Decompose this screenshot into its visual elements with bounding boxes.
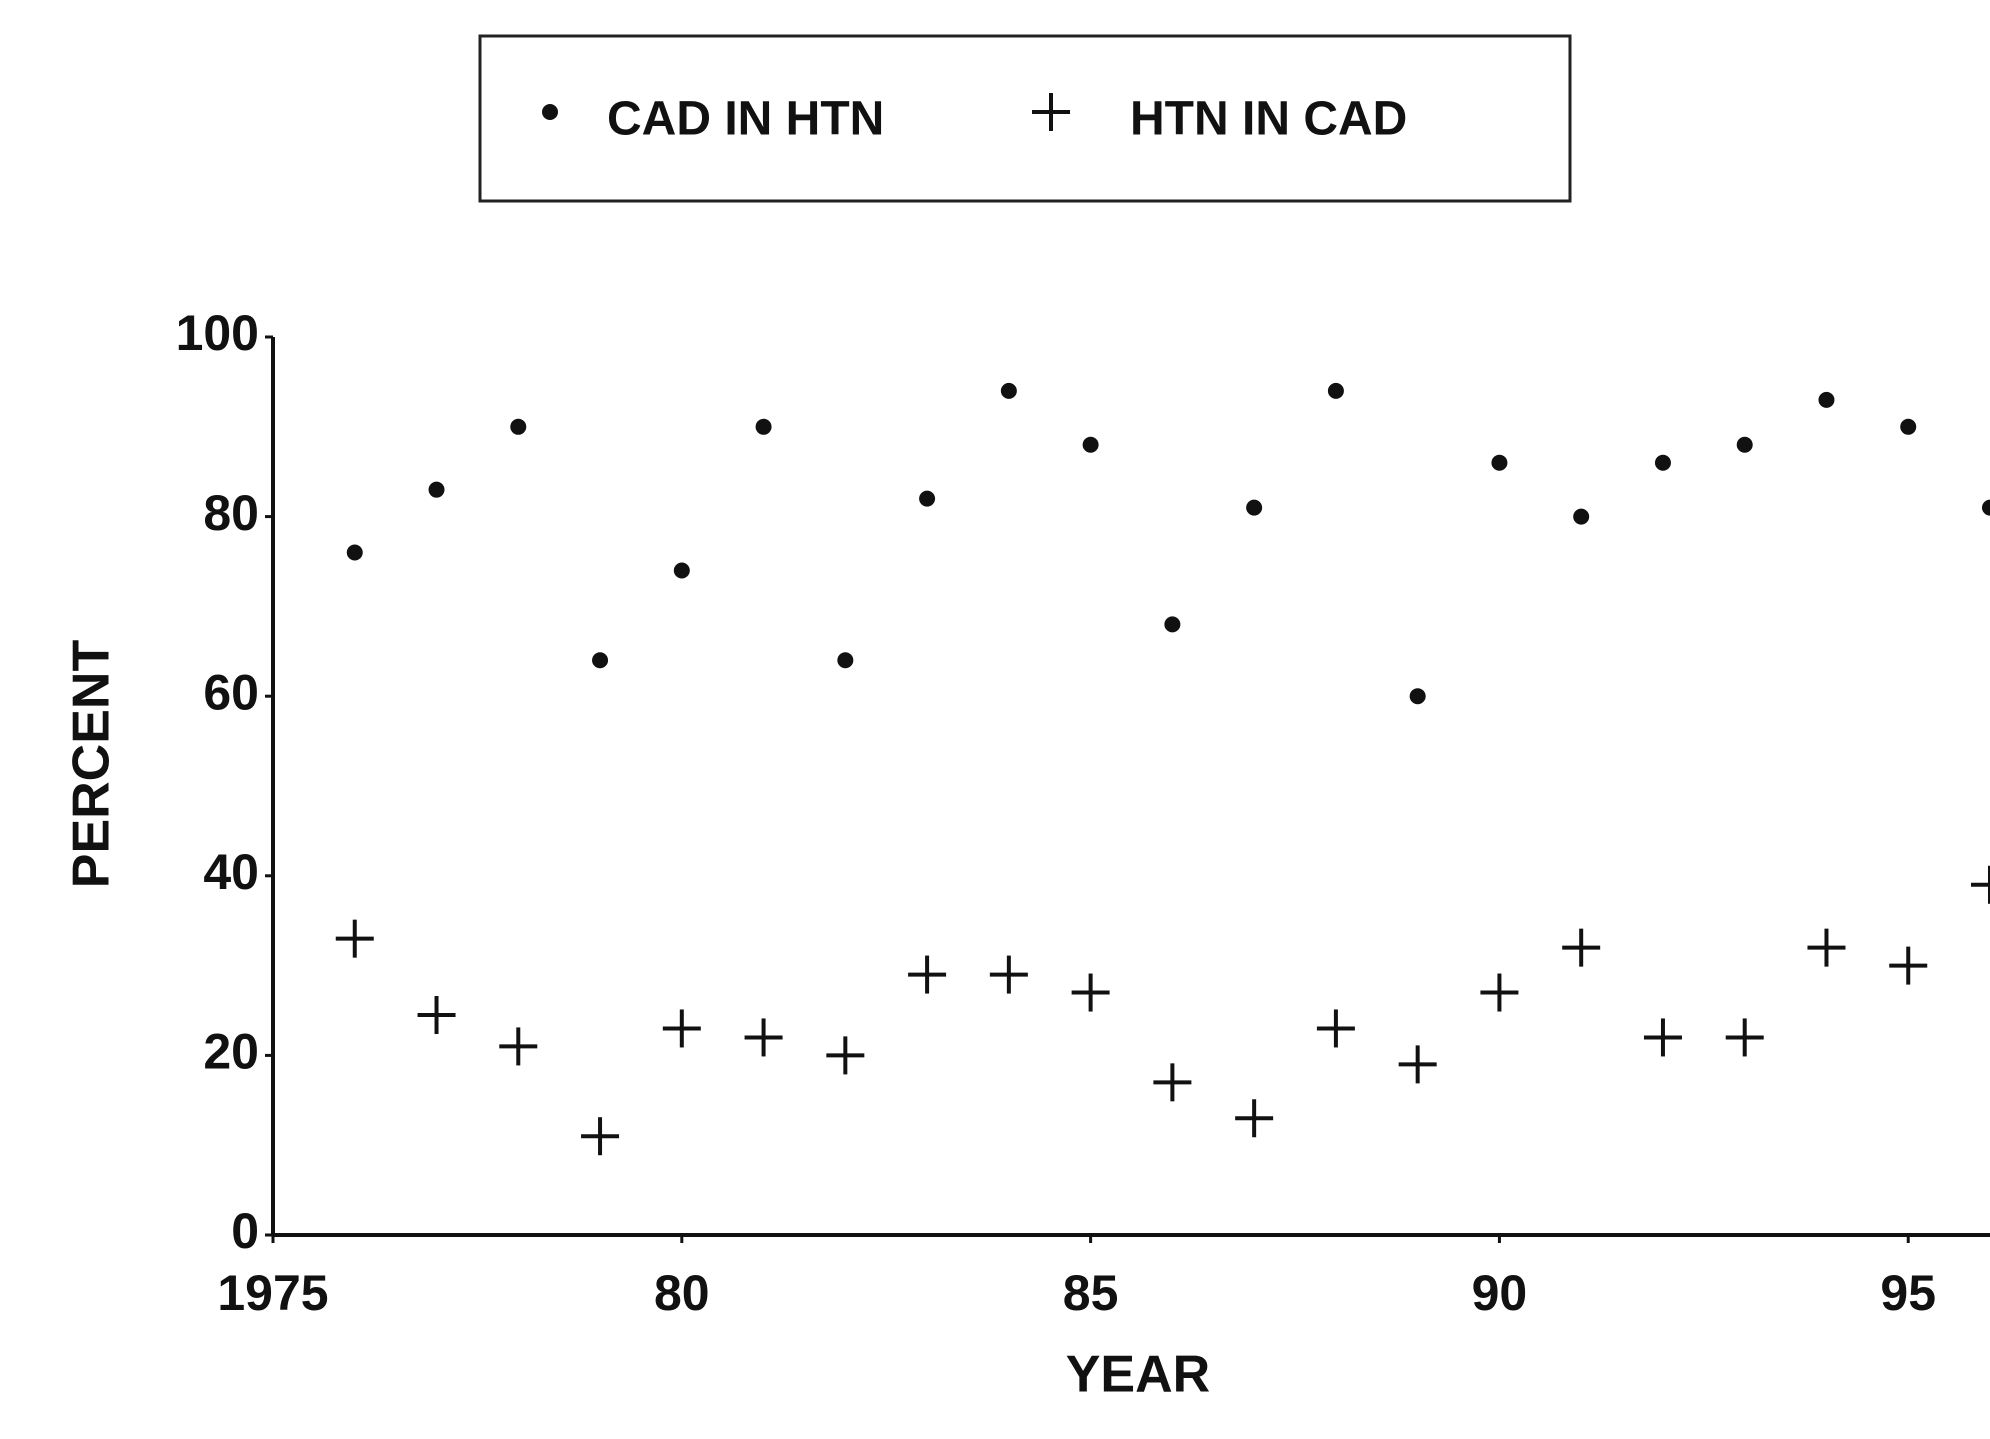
point xyxy=(1398,1045,1437,1084)
point xyxy=(673,562,690,579)
point xyxy=(1807,928,1846,967)
point xyxy=(499,1027,538,1066)
x-tick-label: 85 xyxy=(1063,1265,1119,1321)
point xyxy=(1327,382,1344,399)
point xyxy=(1153,1063,1192,1102)
point xyxy=(837,652,854,669)
point xyxy=(1246,499,1263,516)
point xyxy=(826,1036,865,1075)
point xyxy=(1164,616,1181,633)
point xyxy=(346,544,363,561)
y-tick-label: 60 xyxy=(203,664,259,720)
x-tick-label: 95 xyxy=(1880,1265,1936,1321)
point xyxy=(1071,973,1110,1012)
y-tick-label: 80 xyxy=(203,485,259,541)
point xyxy=(417,995,456,1034)
y-tick-label: 40 xyxy=(203,844,259,900)
point xyxy=(1480,973,1519,1012)
x-tick-label: 80 xyxy=(654,1265,710,1321)
point xyxy=(908,955,947,994)
point xyxy=(1971,865,1990,904)
point xyxy=(1982,499,1990,516)
x-axis-title: YEAR xyxy=(1066,1346,1210,1404)
point xyxy=(1889,946,1928,985)
x-tick-label: 90 xyxy=(1472,1265,1528,1321)
point xyxy=(592,652,609,669)
x-tick-label: 1975 xyxy=(217,1265,328,1321)
point xyxy=(1818,391,1835,408)
point xyxy=(1562,928,1601,967)
point xyxy=(1654,454,1671,471)
point xyxy=(1725,1018,1764,1057)
point xyxy=(919,490,936,507)
point xyxy=(1409,688,1426,705)
legend-marker xyxy=(542,104,558,120)
point xyxy=(1316,1009,1355,1048)
y-axis-title: PERCENT xyxy=(63,640,121,889)
point xyxy=(581,1117,620,1156)
legend-marker xyxy=(1032,93,1070,131)
point xyxy=(662,1009,701,1048)
legend-label: HTN IN CAD xyxy=(1130,93,1407,146)
point xyxy=(744,1018,783,1057)
point xyxy=(428,481,445,498)
point xyxy=(1000,382,1017,399)
point xyxy=(1491,454,1508,471)
point xyxy=(1736,436,1753,453)
point xyxy=(1643,1018,1682,1057)
point xyxy=(335,919,374,958)
legend-box xyxy=(478,34,1572,203)
legend-label: CAD IN HTN xyxy=(607,93,884,146)
point xyxy=(510,418,527,435)
y-tick-label: 20 xyxy=(203,1024,259,1080)
point xyxy=(755,418,772,435)
y-tick-label: 0 xyxy=(231,1203,259,1259)
point xyxy=(989,955,1028,994)
point xyxy=(1082,436,1099,453)
point xyxy=(1900,418,1917,435)
y-tick-label: 100 xyxy=(176,305,259,361)
point xyxy=(1235,1099,1274,1138)
point xyxy=(1573,508,1590,525)
